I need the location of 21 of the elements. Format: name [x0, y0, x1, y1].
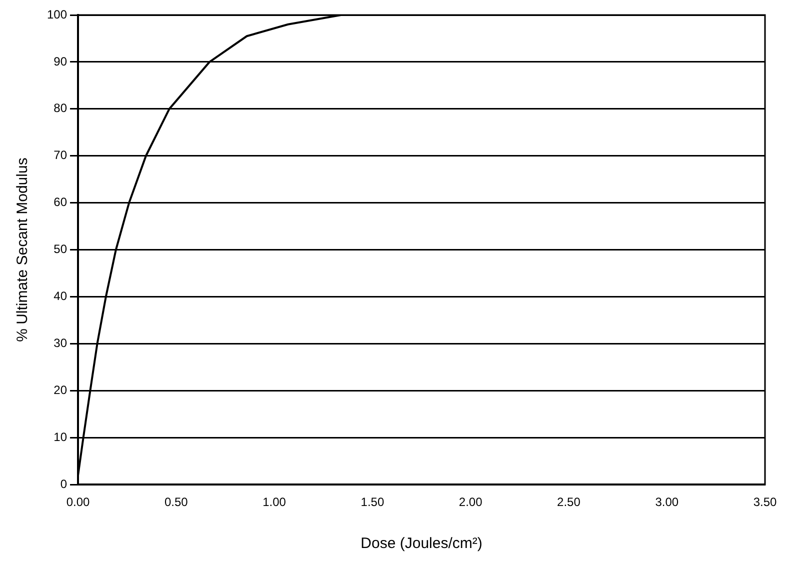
x-axis-title: Dose (Joules/cm²) — [360, 535, 482, 552]
y-tick-label: 10 — [54, 430, 68, 444]
y-tick-label: 100 — [46, 7, 68, 22]
y-tick-label: 80 — [54, 101, 68, 116]
y-tick-label: 60 — [54, 195, 68, 210]
y-tick-label: 50 — [54, 242, 68, 256]
x-tick-label: 1.50 — [360, 495, 384, 510]
x-tick-label: 3.00 — [655, 495, 679, 510]
y-tick-label: 0 — [60, 476, 68, 491]
x-tick-label: 2.00 — [458, 495, 483, 510]
y-tick-label: 70 — [54, 148, 68, 162]
x-tick-label: 1.00 — [262, 495, 286, 510]
y-tick-label: 40 — [54, 289, 68, 304]
y-tick-label: 30 — [54, 336, 68, 350]
y-tick-label: 90 — [54, 54, 68, 68]
x-tick-label: 3.50 — [753, 495, 777, 510]
x-tick-label: 2.50 — [557, 495, 581, 510]
x-tick-label: 0.50 — [164, 495, 188, 510]
y-axis-title: % Ultimate Secant Modulus — [14, 158, 32, 342]
x-tick-label: 0.00 — [66, 495, 90, 510]
y-tick-label: 20 — [54, 382, 68, 397]
